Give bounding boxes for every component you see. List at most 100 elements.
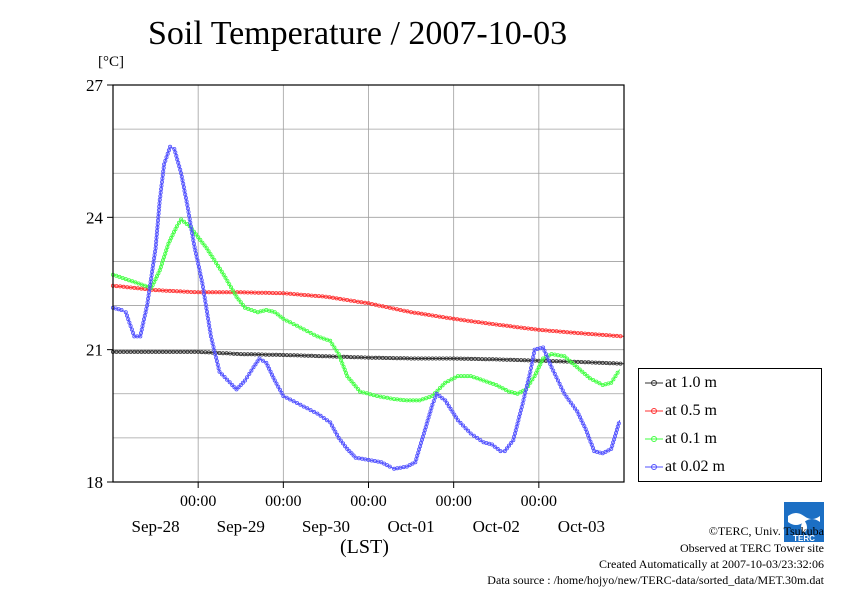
series-point [217, 369, 222, 374]
series-point [174, 153, 179, 158]
series-point [230, 382, 235, 387]
series-point [587, 436, 592, 441]
series-point [401, 308, 406, 313]
series-point [522, 326, 527, 331]
series-point [125, 313, 130, 318]
series-point [238, 382, 243, 387]
series-point [272, 378, 277, 383]
series-point [288, 353, 293, 358]
series-point [554, 375, 559, 380]
series-point [597, 381, 602, 386]
series-point [551, 328, 556, 333]
series-point [586, 331, 591, 336]
series-point [288, 397, 293, 402]
series-point [245, 352, 250, 357]
series-point [168, 144, 173, 149]
series-point [503, 387, 508, 392]
series-point [334, 348, 339, 353]
series-point [255, 359, 260, 364]
series-point [230, 288, 235, 293]
series-point [275, 312, 280, 317]
series-point [175, 157, 180, 162]
series-point [351, 381, 356, 386]
series-point [219, 372, 224, 377]
series-point [353, 384, 358, 389]
series-point [208, 334, 213, 339]
series-point [345, 297, 350, 302]
series-point [387, 464, 392, 469]
series-point [302, 292, 307, 297]
series-point [323, 354, 328, 359]
legend-label: at 1.0 m [665, 374, 717, 391]
series-point [391, 306, 396, 311]
series-point [548, 361, 553, 366]
series-point [614, 333, 619, 338]
series-point [232, 385, 237, 390]
series-point [162, 254, 167, 259]
series-point [508, 324, 513, 329]
series-point [316, 294, 321, 299]
series-point [305, 406, 310, 411]
series-point [302, 353, 307, 358]
series-point [340, 441, 345, 446]
series-point [279, 390, 284, 395]
series-point [207, 323, 212, 328]
series-point [242, 378, 247, 383]
series-point [490, 357, 495, 362]
series-point [368, 392, 373, 397]
series-point [179, 174, 184, 179]
date-label: Sep-29 [217, 517, 265, 536]
series-point [448, 316, 453, 321]
series-point [565, 330, 570, 335]
credit-created: Created Automatically at 2007-10-03/23:3… [599, 557, 824, 571]
series-point [308, 408, 313, 413]
series-point [543, 328, 548, 333]
series-point [126, 317, 131, 322]
series-point [573, 406, 578, 411]
series-point [614, 361, 619, 366]
series-point [176, 220, 181, 225]
series-point [444, 401, 449, 406]
series-point [440, 315, 445, 320]
series-point [522, 358, 527, 363]
series-point [249, 368, 254, 373]
series-point [196, 235, 201, 240]
series-point [240, 380, 245, 385]
series-point [449, 377, 454, 382]
series-point [546, 358, 551, 363]
series-point [200, 240, 205, 245]
series-point [253, 362, 258, 367]
series-point [384, 304, 389, 309]
series-point [433, 395, 438, 400]
series-point [324, 418, 329, 423]
series-point [301, 327, 306, 332]
series-point [332, 345, 337, 350]
y-axis-unit: [°C] [98, 54, 124, 70]
series-point [190, 234, 195, 239]
series-point [186, 209, 191, 214]
series-point [288, 291, 293, 296]
series-point [364, 391, 369, 396]
series-point [274, 352, 279, 357]
series-point [179, 171, 184, 176]
series-point [214, 260, 219, 265]
series-line-0 [113, 351, 625, 365]
series-point [521, 397, 526, 402]
series-point [329, 423, 334, 428]
series-point [236, 297, 241, 302]
series-point [483, 321, 488, 326]
series-point [497, 384, 502, 389]
series-line-2 [112, 218, 621, 401]
series-point [209, 337, 214, 342]
series-point [222, 374, 227, 379]
legend-item-0-02m: at 0.02 m [639, 456, 823, 478]
series-point [426, 312, 431, 317]
series-point [351, 453, 356, 458]
series-point [528, 369, 533, 374]
series-point [158, 264, 163, 269]
series-point [212, 257, 217, 262]
series-point [338, 296, 343, 301]
series-point [616, 421, 621, 426]
series-point [587, 376, 592, 381]
series-point [452, 375, 457, 380]
